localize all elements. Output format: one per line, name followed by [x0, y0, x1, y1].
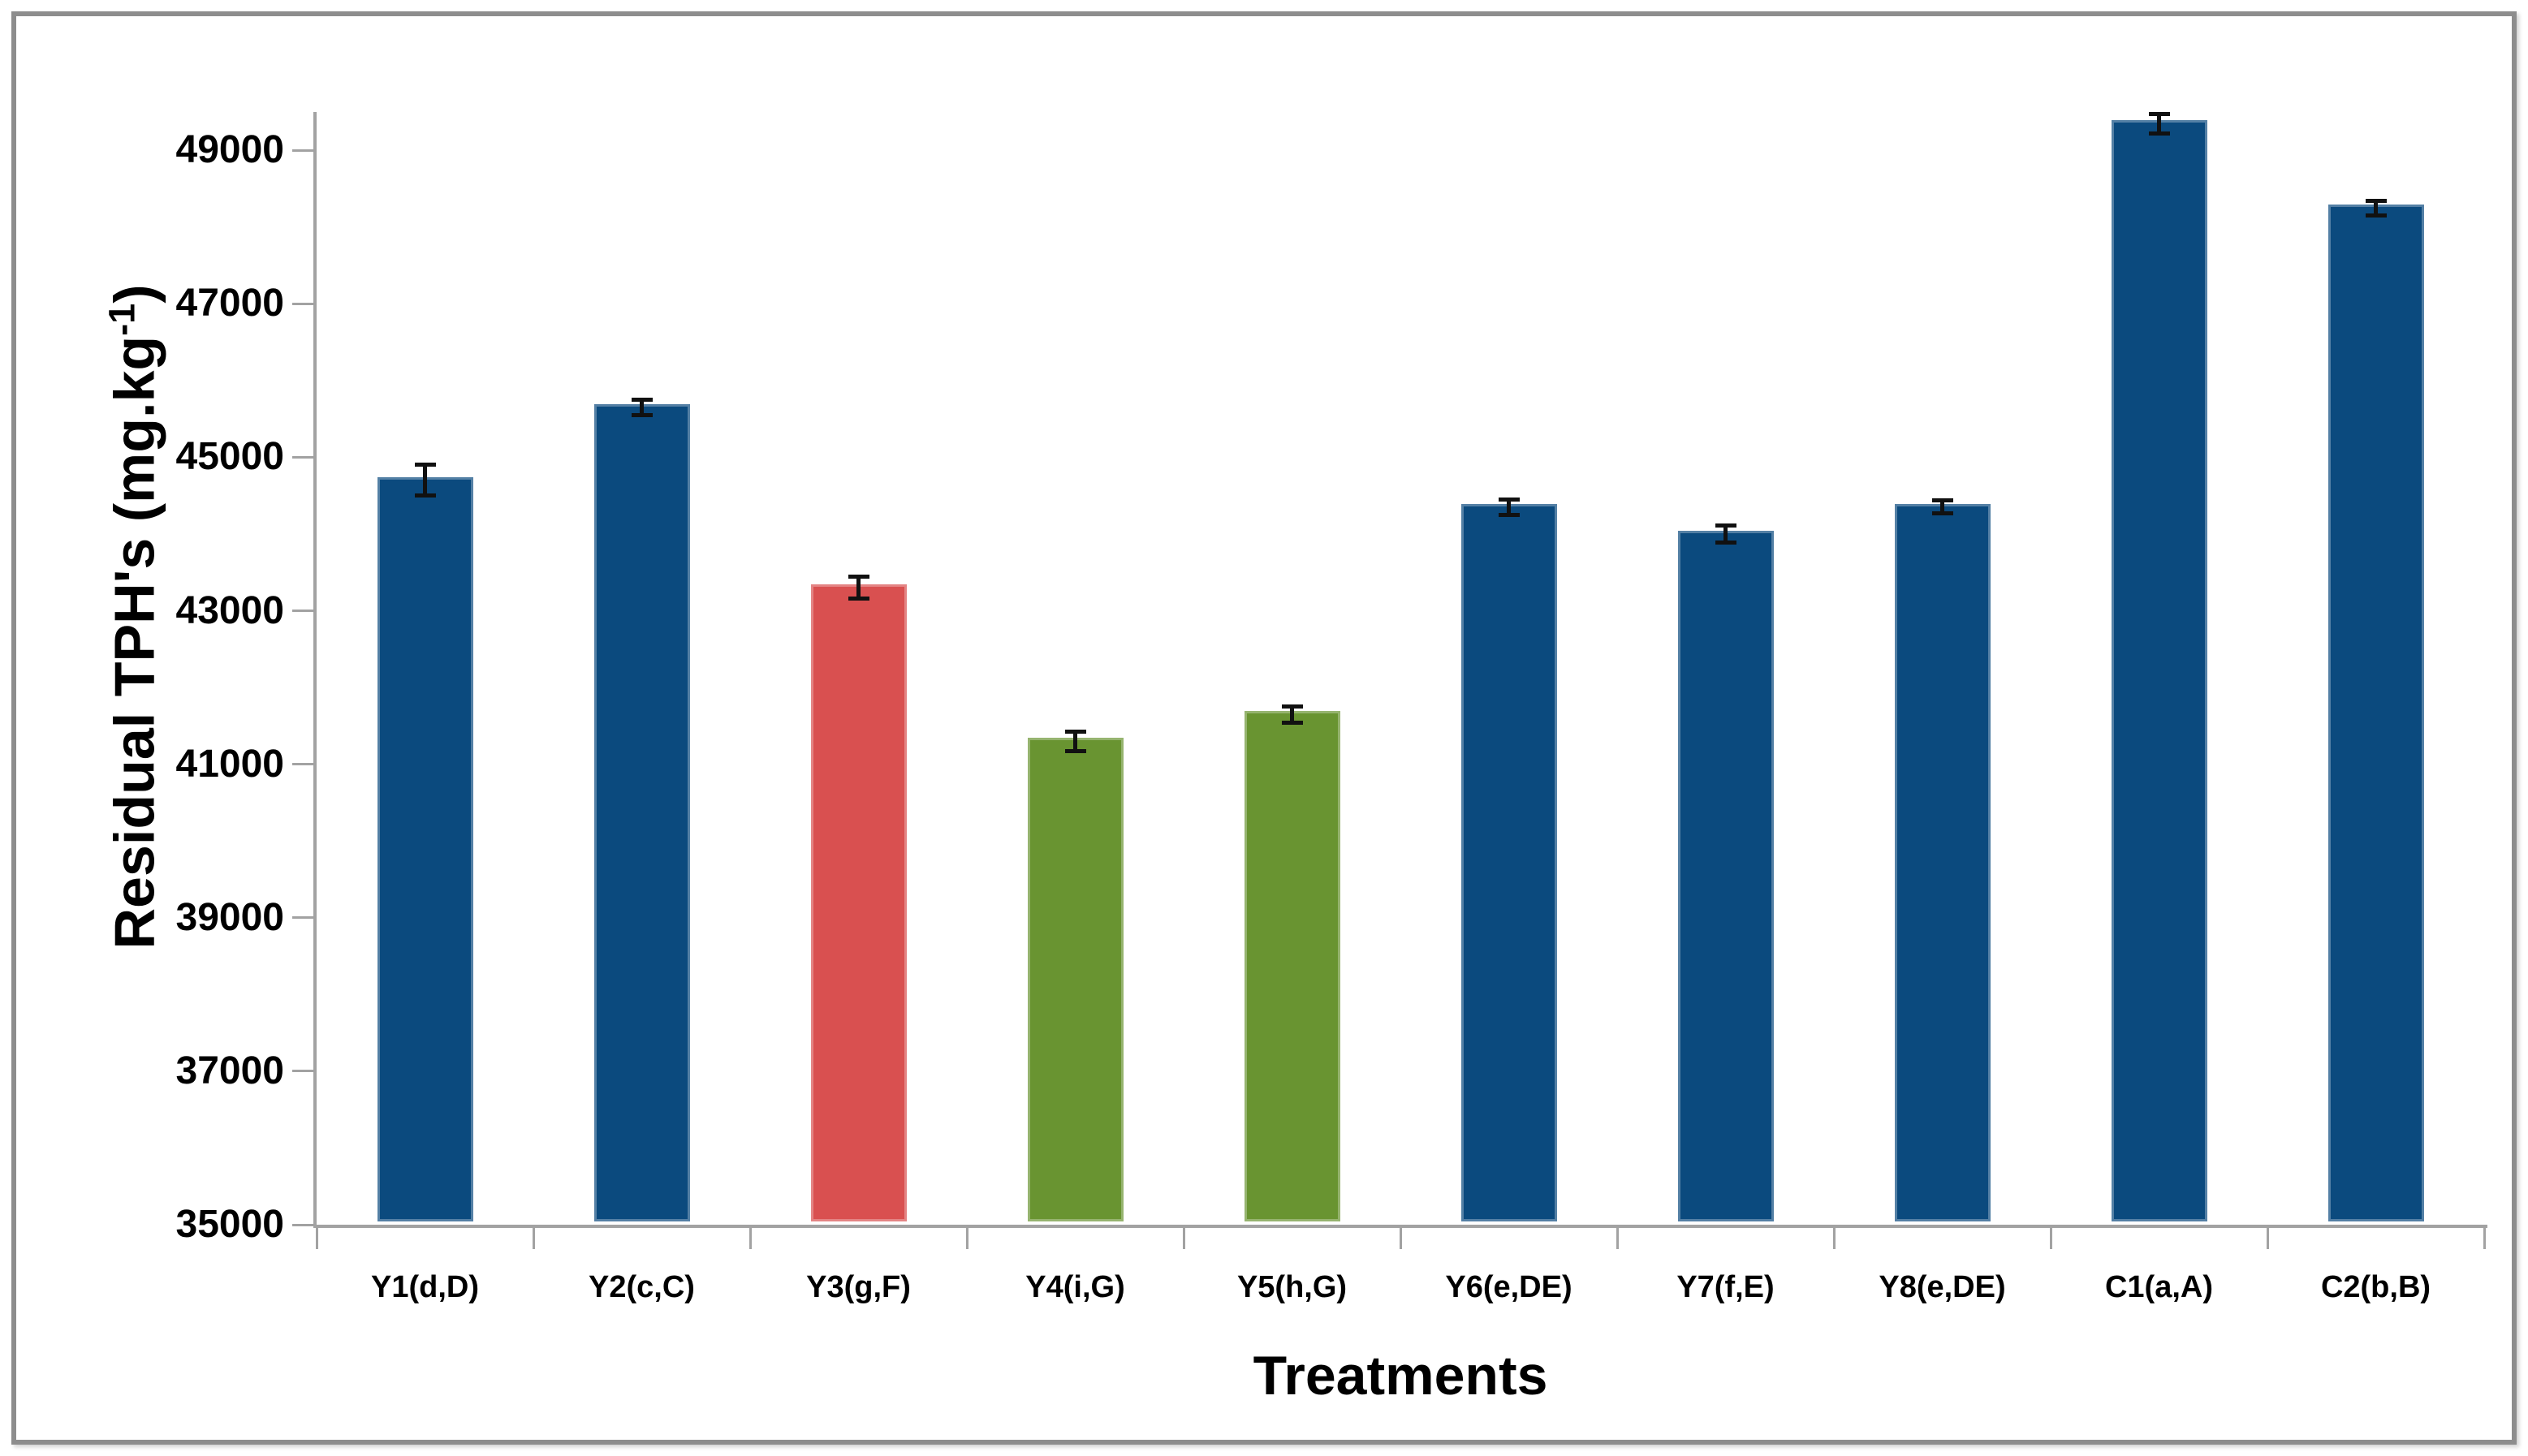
y-tick-label: 39000 — [175, 895, 284, 939]
error-bar-cap-top — [848, 575, 869, 579]
error-bar-cap-bottom — [1715, 541, 1736, 545]
y-axis-line — [313, 112, 317, 1228]
error-bar-cap-bottom — [2365, 213, 2387, 218]
y-tick-label: 37000 — [175, 1049, 284, 1092]
x-tick-label: Y3(g,F) — [806, 1270, 911, 1304]
y-axis-title: Residual TPH's (mg.kg-1) — [101, 284, 166, 949]
error-bar-cap-top — [1064, 730, 1086, 734]
error-bar-cap-top — [2365, 198, 2387, 203]
y-axis-tick — [292, 1223, 313, 1226]
x-tick-label: Y8(e,DE) — [1879, 1270, 2006, 1304]
error-bar-line — [1940, 500, 1944, 514]
error-bar-line — [423, 464, 427, 496]
bar-c2 — [2327, 205, 2424, 1221]
error-bar-line — [2157, 114, 2161, 133]
x-tick-label: Y1(d,D) — [371, 1270, 479, 1304]
error-bar-cap-top — [2148, 111, 2170, 116]
y-tick-label: 43000 — [175, 588, 284, 632]
x-axis-tick — [532, 1228, 535, 1249]
x-axis-tick — [1399, 1228, 1402, 1249]
error-bar-line — [2374, 200, 2378, 216]
x-tick-label: Y5(h,G) — [1236, 1270, 1348, 1304]
bar-y5 — [1244, 711, 1340, 1221]
error-bar-cap-top — [414, 463, 436, 467]
error-bar-cap-top — [1281, 704, 1303, 709]
y-tick-label: 41000 — [175, 742, 284, 786]
y-axis-tick — [292, 610, 313, 613]
bar-y1 — [377, 476, 473, 1221]
y-axis-tick — [292, 149, 313, 152]
x-axis-tick — [965, 1228, 968, 1249]
y-axis-tick — [292, 1070, 313, 1073]
error-bar-cap-bottom — [1281, 720, 1303, 725]
error-bar-cap-bottom — [1064, 748, 1086, 753]
error-bar-cap-bottom — [2148, 131, 2170, 136]
bar-y7 — [1677, 531, 1774, 1221]
error-bar-line — [640, 399, 644, 416]
x-axis-title: Treatments — [1253, 1345, 1548, 1406]
error-bar-cap-bottom — [1931, 511, 1953, 516]
error-bar-cap-bottom — [414, 493, 436, 498]
bar-c1 — [2111, 120, 2207, 1221]
x-axis-tick — [1616, 1228, 1619, 1249]
chart-frame: 35000 37000 39000 41000 43000 45000 47000 49000… — [11, 11, 2517, 1445]
error-bar-line — [1073, 731, 1077, 752]
x-axis-tick — [1832, 1228, 1836, 1249]
x-axis-tick — [2049, 1228, 2052, 1249]
error-bar-cap-bottom — [1498, 513, 1520, 518]
error-bar-cap-bottom — [631, 412, 653, 417]
x-tick-label: Y7(f,E) — [1676, 1270, 1775, 1304]
bar-y4 — [1027, 738, 1124, 1221]
error-bar-cap-top — [1931, 498, 1953, 503]
x-axis-tick — [2483, 1228, 2486, 1249]
x-axis-tick — [1182, 1228, 1185, 1249]
y-axis-title-close: ) — [102, 284, 166, 304]
y-axis-tick — [292, 916, 313, 920]
x-tick-label: C2(b,B) — [2320, 1270, 2431, 1304]
x-tick-label: Y6(e,DE) — [1445, 1270, 1572, 1304]
error-bar-cap-bottom — [848, 596, 869, 601]
x-axis-tick — [748, 1228, 752, 1249]
bar-y3 — [810, 584, 907, 1221]
bar-y2 — [593, 404, 690, 1221]
y-tick-label: 47000 — [175, 282, 284, 325]
plot-area: 35000 37000 39000 41000 43000 45000 47000 49000… — [176, 111, 2487, 1304]
x-axis-tick — [2266, 1228, 2269, 1249]
y-axis-tick — [292, 302, 313, 305]
error-bar-line — [1290, 706, 1294, 723]
y-axis-title-superscript: -1 — [101, 303, 143, 336]
error-bar-line — [1507, 499, 1511, 515]
y-axis-tick — [292, 455, 313, 459]
error-bar-cap-top — [1715, 523, 1736, 528]
x-tick-label: Y2(c,C) — [589, 1270, 695, 1304]
x-tick-label: C1(a,A) — [2104, 1270, 2214, 1304]
error-bar-cap-top — [631, 398, 653, 403]
error-bar-cap-top — [1498, 497, 1520, 502]
y-axis-tick — [292, 763, 313, 766]
x-axis-line — [313, 1225, 2487, 1228]
x-tick-label: Y4(i,G) — [1025, 1270, 1125, 1304]
error-bar-line — [1723, 525, 1728, 543]
bar-y6 — [1460, 503, 1557, 1221]
bar-y8 — [1894, 503, 1991, 1221]
y-tick-label: 35000 — [175, 1203, 284, 1246]
x-axis-tick — [315, 1228, 318, 1249]
y-tick-label: 49000 — [175, 128, 284, 172]
y-tick-label: 45000 — [175, 435, 284, 479]
error-bar-line — [856, 576, 861, 599]
y-axis-title-text: Residual TPH's (mg.kg — [102, 335, 166, 950]
